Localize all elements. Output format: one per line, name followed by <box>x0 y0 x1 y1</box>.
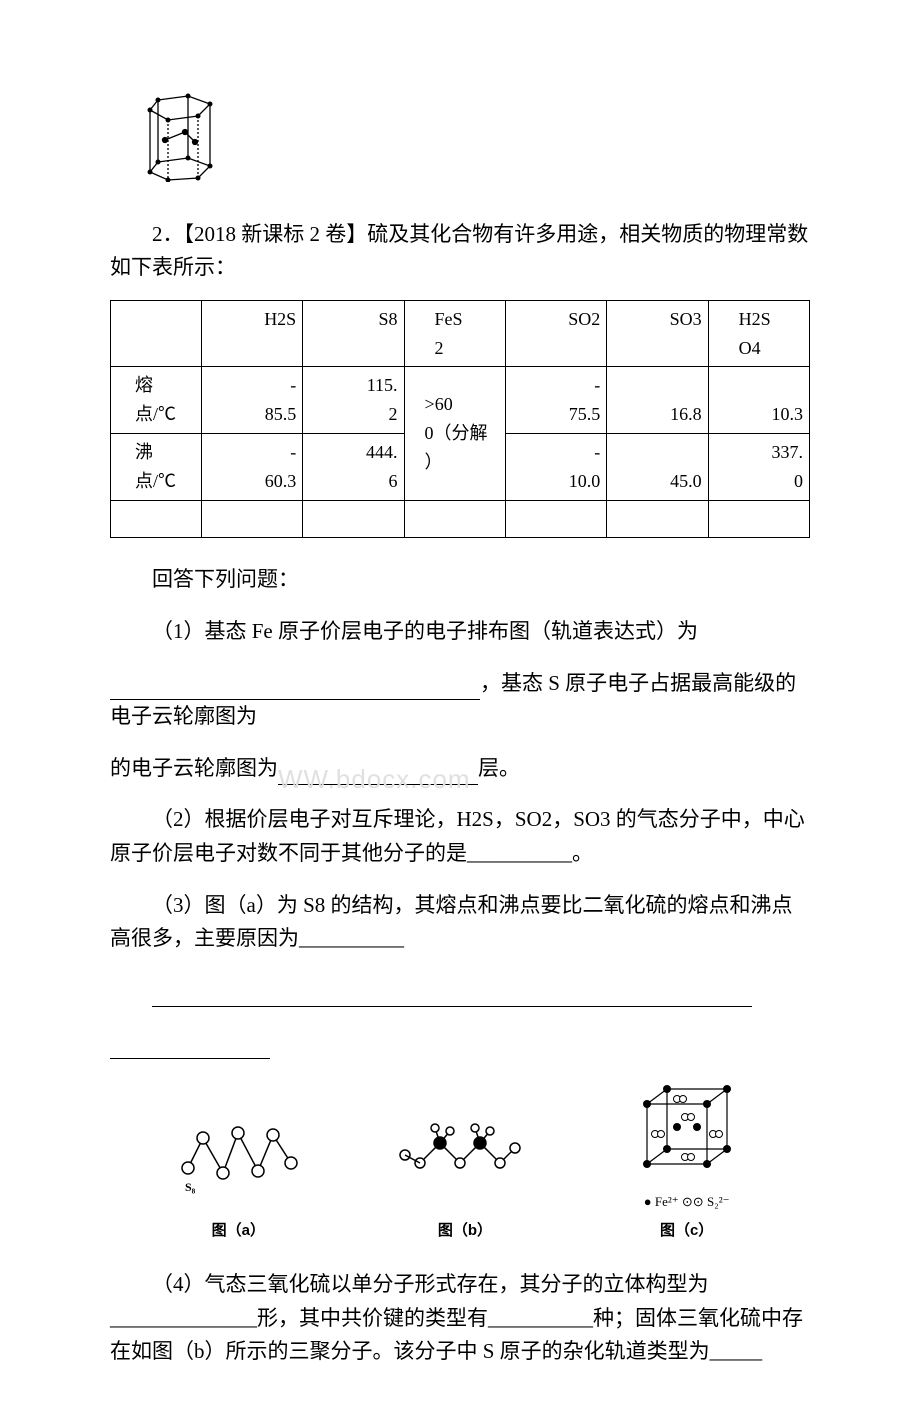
table-row <box>111 500 810 538</box>
table-header: H2SO4 <box>708 300 809 367</box>
q1-prefix: 的电子云轮廓图为 <box>110 756 278 780</box>
question-source: 【2018 新课标 2 卷】 <box>184 222 368 246</box>
sub-question-1: （1）基态 Fe 原子价层电子的电子排布图（轨道表达式）为 <box>110 615 810 649</box>
table-cell: 337.0 <box>708 433 809 500</box>
sub-question-1-cont: ，基态 S 原子电子占据最高能级的电子云轮廓图为 <box>110 667 810 734</box>
table-cell: >600（分解） <box>404 367 505 500</box>
sub-question-4: （4）气态三氧化硫以单分子形式存在，其分子的立体构型为_____________… <box>110 1268 810 1369</box>
watermark-text: WW.bdocx.com <box>278 759 471 801</box>
table-cell: 115.2 <box>303 367 404 434</box>
blank-line <box>152 985 752 1007</box>
fig-a-caption: 图（a） <box>173 1219 303 1243</box>
table-header: FeS2 <box>404 300 505 367</box>
sub-question-3: （3）图（a）为 S8 的结构，其熔点和沸点要比二氧化硫的熔点和沸点高很多，主要… <box>110 889 810 956</box>
blank-line <box>110 678 480 700</box>
table-row: 熔点/℃ -85.5 115.2 >600（分解） -75.5 16.8 10.… <box>111 367 810 434</box>
table-header-row: H2S S8 FeS2 SO2 SO3 H2SO4 <box>111 300 810 367</box>
table-header: SO3 <box>607 300 708 367</box>
row-label: 熔点/℃ <box>111 367 202 434</box>
blank-line: WW.bdocx.com <box>278 763 478 785</box>
table-header: H2S <box>201 300 302 367</box>
answer-prompt: 回答下列问题： <box>110 563 810 597</box>
physical-constants-table: H2S S8 FeS2 SO2 SO3 H2SO4 熔点/℃ -85.5 115… <box>110 300 810 539</box>
q3-blank-row <box>152 974 810 1008</box>
question-2-intro: 2．【2018 新课标 2 卷】硫及其化合物有许多用途，相关物质的物理常数如下表… <box>110 218 810 285</box>
sub-question-1-cont2: 的电子云轮廓图为WW.bdocx.com层。 <box>110 752 810 786</box>
fig-c-legend: ● Fe²⁺ ⊙⊙ S₂²⁻ <box>627 1192 747 1213</box>
q3-blank-row2 <box>110 1025 810 1059</box>
fig-b-caption: 图（b） <box>390 1219 540 1243</box>
question-number: 2． <box>152 222 184 246</box>
table-cell: -60.3 <box>201 433 302 500</box>
table-cell: 444.6 <box>303 433 404 500</box>
figures-row: S₈ 图（a） 图（b） <box>130 1079 790 1243</box>
table-cell: 10.3 <box>708 367 809 434</box>
fig-c-caption: 图（c） <box>627 1219 747 1243</box>
table-cell: -75.5 <box>505 367 606 434</box>
table-cell: -10.0 <box>505 433 606 500</box>
figure-a: S₈ 图（a） <box>173 1113 303 1244</box>
figure-c: ● Fe²⁺ ⊙⊙ S₂²⁻ 图（c） <box>627 1079 747 1243</box>
table-header: SO2 <box>505 300 606 367</box>
figure-b: 图（b） <box>390 1113 540 1244</box>
hexagonal-crystal-diagram <box>140 90 810 193</box>
q1-text-a: （1）基态 Fe 原子价层电子的电子排布图（轨道表达式）为 <box>152 619 698 643</box>
table-cell: 16.8 <box>607 367 708 434</box>
row-label: 沸点/℃ <box>111 433 202 500</box>
svg-text:S₈: S₈ <box>185 1180 196 1194</box>
q1-text-c: 层。 <box>478 756 520 780</box>
sub-question-2: （2）根据价层电子对互斥理论，H2S，SO2，SO3 的气态分子中，中心原子价层… <box>110 803 810 870</box>
table-cell: 45.0 <box>607 433 708 500</box>
table-header: S8 <box>303 300 404 367</box>
table-cell: -85.5 <box>201 367 302 434</box>
blank-line <box>110 1037 270 1059</box>
